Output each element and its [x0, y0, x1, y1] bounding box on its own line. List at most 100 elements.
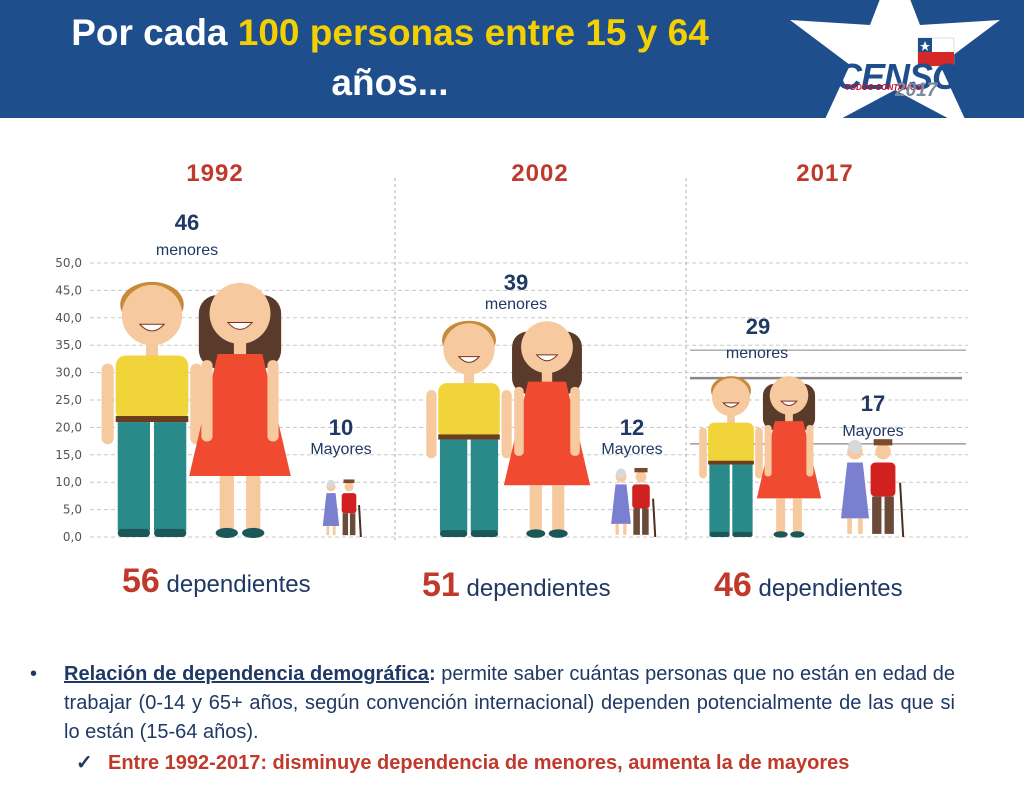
arm — [501, 389, 512, 459]
cane — [652, 498, 657, 538]
shoe — [242, 527, 265, 539]
shirt — [870, 462, 896, 497]
dress — [841, 462, 869, 519]
leg — [326, 526, 330, 536]
head — [875, 443, 891, 460]
arm — [570, 386, 580, 456]
definition-term: Relación de dependencia demográfica — [64, 663, 429, 685]
total-value-2017: 46 — [714, 566, 752, 604]
child-girl-1992 — [189, 282, 291, 539]
smile — [457, 356, 481, 363]
hair — [616, 468, 626, 479]
belt — [115, 416, 189, 423]
mayores-label-1992: Mayores — [310, 441, 372, 458]
arm — [764, 424, 772, 477]
smile — [138, 323, 166, 332]
dress — [611, 484, 631, 524]
people-icon — [426, 320, 657, 538]
neck — [233, 342, 247, 357]
shirt — [708, 422, 754, 464]
neck — [785, 413, 793, 423]
shirt — [632, 484, 650, 509]
total-value-1992: 56 — [122, 562, 160, 600]
y-tick-label: 10,0 — [55, 475, 82, 489]
y-tick-label: 35,0 — [55, 338, 82, 352]
dress — [189, 354, 291, 477]
people-icon — [699, 376, 905, 538]
y-tick-label: 45,0 — [55, 283, 82, 297]
hair — [848, 439, 862, 454]
menores-label-1992: menores — [155, 242, 219, 259]
shoe — [526, 529, 546, 538]
shoe — [732, 531, 753, 537]
year-label-2017: 2017 — [796, 160, 854, 187]
child-girl-2002 — [503, 321, 591, 538]
child-girl-2017 — [756, 376, 822, 538]
shoe — [439, 530, 468, 537]
menores-label-2002: menores — [484, 296, 548, 313]
pants — [470, 439, 499, 532]
dress — [322, 493, 340, 527]
neck — [463, 373, 475, 386]
conclusion-bullet: ✓ Entre 1992-2017: disminuye dependencia… — [30, 749, 955, 777]
head — [443, 323, 495, 375]
shirt — [341, 493, 357, 514]
shoe — [790, 531, 805, 538]
pants — [642, 508, 649, 535]
dependientes-total-2017: 46 dependientes — [714, 566, 903, 605]
arm — [755, 427, 763, 479]
neck — [145, 343, 159, 359]
belt — [438, 434, 500, 440]
star-icon — [790, 0, 1000, 118]
shoe — [215, 527, 238, 539]
shoe — [773, 531, 788, 538]
arm — [806, 424, 814, 477]
censo-logo — [790, 0, 1000, 118]
title-part1: Por cada — [71, 12, 238, 53]
shirt — [438, 383, 500, 439]
head — [209, 282, 271, 344]
title-highlight: 100 personas entre 15 y 64 — [237, 12, 709, 53]
mayores-value-1992: 10 — [328, 415, 354, 440]
menores-label-2017: menores — [725, 345, 789, 362]
smile — [226, 322, 254, 330]
leg — [246, 476, 261, 531]
shoe — [709, 531, 730, 537]
head — [711, 378, 751, 417]
conclusion-text: Entre 1992-2017: disminuye dependencia d… — [108, 752, 850, 774]
y-tick-label: 30,0 — [55, 366, 82, 380]
y-tick-label: 20,0 — [55, 420, 82, 434]
shoe — [470, 530, 499, 537]
pants — [732, 464, 753, 534]
child-boy-2017 — [699, 376, 763, 537]
y-tick-label: 40,0 — [55, 311, 82, 325]
page-title: Por cada 100 personas entre 15 y 64 años… — [30, 8, 750, 108]
notes-section: • Relación de dependencia demográfica: p… — [30, 660, 955, 777]
leg — [552, 485, 565, 532]
total-label-1992: dependientes — [166, 571, 311, 598]
y-tick-label: 25,0 — [55, 393, 82, 407]
arm — [514, 386, 524, 456]
elder-man-1992 — [341, 479, 362, 538]
pants — [709, 464, 730, 534]
definition-colon: : — [428, 663, 436, 685]
menores-value-2002: 39 — [503, 270, 529, 295]
y-tick-label: 0,0 — [63, 530, 82, 544]
head — [769, 376, 809, 415]
check-icon: ✓ — [76, 752, 93, 774]
elder-woman-1992 — [322, 479, 340, 536]
dependientes-total-1992: 56 dependientes — [122, 562, 311, 601]
y-tick-label: 15,0 — [55, 448, 82, 462]
smile — [535, 354, 559, 362]
hair — [326, 479, 336, 489]
arm — [101, 363, 114, 445]
leg — [847, 518, 852, 534]
header-banner: Por cada 100 personas entre 15 y 64 años… — [0, 0, 1024, 118]
y-tick-label: 50,0 — [55, 256, 82, 270]
arm — [699, 427, 707, 479]
child-boy-1992 — [101, 281, 203, 537]
smile — [780, 400, 798, 407]
definition-text: permite saber cuántas personas que no es… — [64, 663, 955, 743]
leg — [219, 476, 234, 531]
leg — [776, 498, 786, 534]
